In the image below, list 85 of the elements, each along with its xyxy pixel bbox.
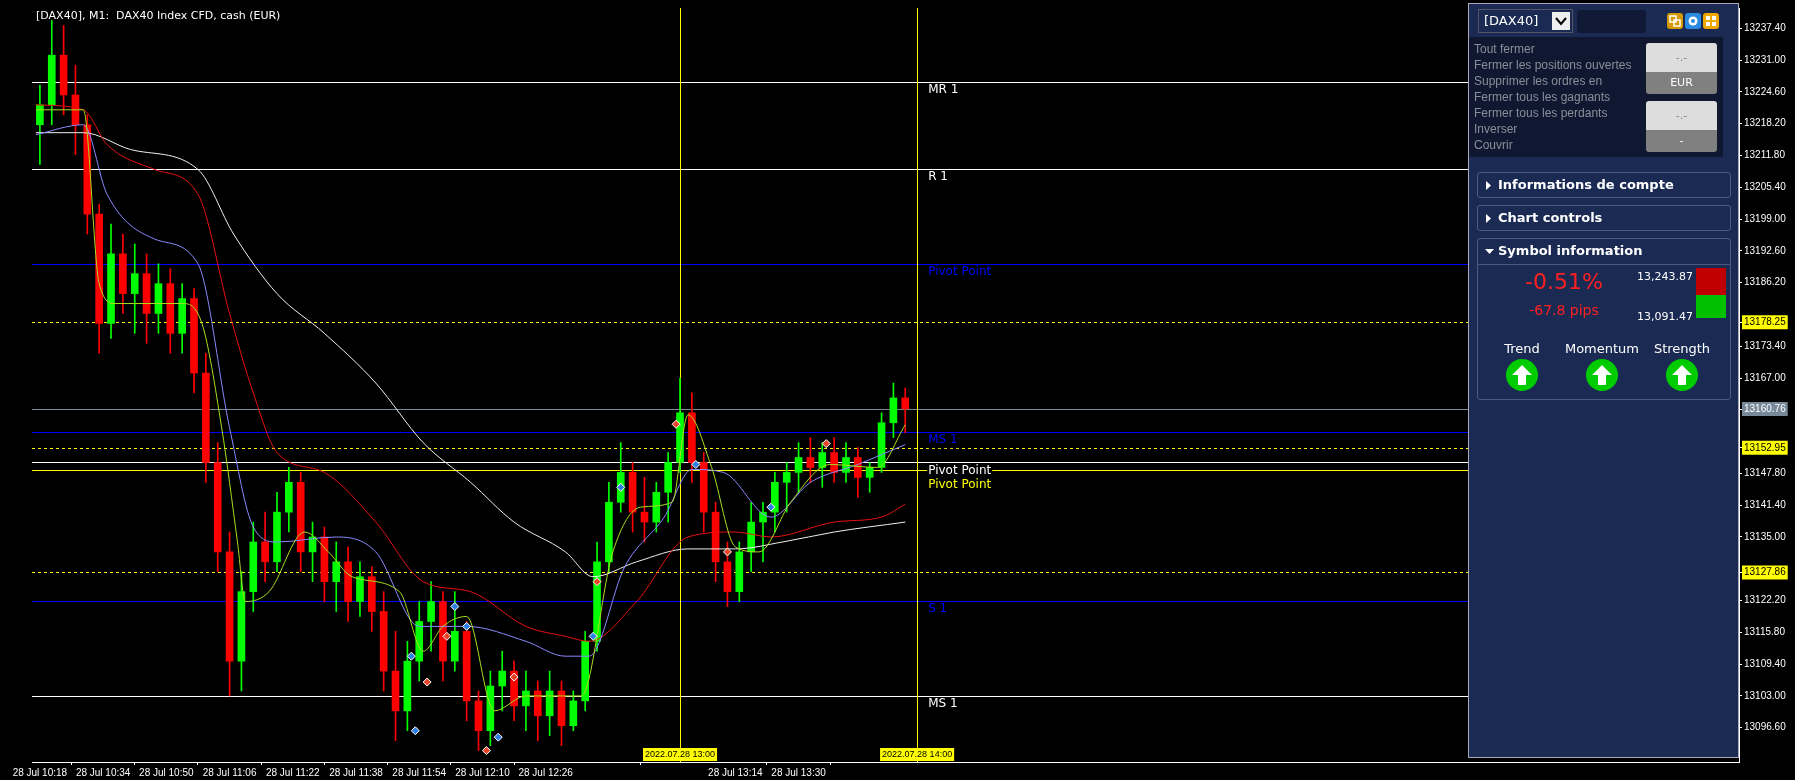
point (442, 631, 452, 641)
y-tick-label: 13115.80 (1744, 626, 1786, 638)
annotation: - (1646, 130, 1717, 152)
annotation: Strength (1653, 341, 1711, 356)
ref-line-label: MS 1 (928, 432, 958, 447)
point (493, 732, 503, 742)
point (406, 651, 416, 661)
y-tick-label: 13231.00 (1744, 53, 1787, 65)
point (450, 602, 460, 612)
y-tick-label: 13152.95 (1744, 441, 1787, 453)
point (766, 502, 776, 512)
point (481, 746, 491, 756)
y-tick-label: 13147.80 (1744, 467, 1787, 479)
annotation: Fermer les positions ouvertes (1474, 57, 1632, 73)
annotation: Tout fermer (1474, 41, 1535, 57)
annotation: Supprimer les ordres en (1474, 73, 1603, 89)
y-tick-label: 13218.20 (1744, 117, 1787, 129)
x-tick-label: 28 Jul 13:30 (771, 766, 827, 778)
chart-title: [DAX40], M1: DAX40 Index CFD, cash (EUR) (36, 9, 281, 23)
ref-line-label: Pivot Point (928, 462, 992, 477)
annotation: Fermer tous les perdants (1474, 105, 1608, 121)
x-tick-label: 28 Jul 11:54 (392, 766, 447, 778)
annotation: Inverser (1474, 121, 1518, 137)
x-tick-label: 28 Jul 11:38 (329, 766, 384, 778)
y-tick-label: 13178.25 (1744, 315, 1787, 327)
x-tick-label: 28 Jul 13:14 (708, 766, 764, 778)
x-tick-label: 28 Jul 10:50 (139, 766, 195, 778)
annotation: Couvrir (1474, 137, 1513, 153)
ref-line-label: Pivot Point (928, 263, 992, 278)
y-tick-label: 13173.40 (1744, 340, 1787, 352)
ref-line-label: S 1 (928, 600, 948, 615)
x-tick-label: 28 Jul 12:26 (518, 766, 574, 778)
annotation: -0.51% (1524, 269, 1604, 294)
point (592, 577, 602, 587)
annotation: -67.8 pips (1528, 302, 1600, 318)
x-tick-label: 28 Jul 10:18 (12, 766, 68, 778)
x-tick-label: 28 Jul 12:10 (455, 766, 511, 778)
y-tick-label: 13160.76 (1744, 402, 1787, 414)
annotation: EUR (1646, 72, 1717, 94)
x-tick-label: 28 Jul 11:06 (202, 766, 257, 778)
annotation: Trend (1504, 341, 1540, 356)
y-tick-label: 13135.00 (1744, 530, 1787, 542)
annotation: 13,243.87 (1637, 270, 1693, 283)
annotation: Chart controls (1498, 210, 1603, 225)
ref-line-label: 2022.07.28 13:00 (644, 748, 716, 759)
y-tick-label: 13167.00 (1744, 371, 1787, 383)
y-tick-label: 13127.86 (1744, 566, 1787, 578)
annotation: -.- (1646, 43, 1717, 72)
y-tick-label: 13192.60 (1744, 244, 1787, 256)
y-tick-label: 13211.80 (1744, 149, 1786, 161)
candlestick (130, 243, 139, 334)
x-tick-label: 28 Jul 10:34 (75, 766, 131, 778)
annotation: -.- (1646, 101, 1717, 130)
y-tick-label: 13186.20 (1744, 276, 1787, 288)
ref-line-label: 2022.07.28 14:00 (882, 748, 953, 759)
ref-line-label: MS 1 (928, 696, 958, 711)
annotation: Fermer tous les gagnants (1474, 89, 1611, 105)
annotation: 13,091.47 (1637, 310, 1693, 323)
point (462, 621, 472, 631)
y-tick-label: 13224.60 (1744, 85, 1787, 97)
ref-line-label: Pivot Point (928, 476, 992, 491)
annotation: [DAX40] (1484, 13, 1539, 28)
point (410, 726, 420, 736)
y-tick-label: 13122.20 (1744, 594, 1787, 606)
annotation: Symbol information (1498, 243, 1643, 258)
ref-line-label: MR 1 (928, 82, 959, 97)
y-tick-label: 13199.00 (1744, 212, 1787, 224)
point (722, 547, 732, 557)
point (671, 419, 681, 429)
point (509, 672, 519, 682)
y-tick-label: 13141.40 (1744, 498, 1787, 510)
ref-line-label: R 1 (928, 169, 948, 184)
y-tick-label: 13205.40 (1744, 181, 1787, 193)
y-tick-label: 13096.60 (1744, 721, 1787, 733)
y-tick-label: 13237.40 (1744, 22, 1787, 34)
annotation: Informations de compte (1498, 177, 1674, 192)
annotation: Momentum (1563, 341, 1641, 356)
y-tick-label: 13103.00 (1744, 689, 1787, 701)
point (588, 631, 598, 641)
point (691, 459, 701, 469)
x-tick-label: 28 Jul 11:22 (265, 766, 321, 778)
point (821, 439, 831, 449)
y-tick-label: 13109.40 (1744, 657, 1787, 669)
point (422, 677, 432, 687)
point (616, 482, 626, 492)
